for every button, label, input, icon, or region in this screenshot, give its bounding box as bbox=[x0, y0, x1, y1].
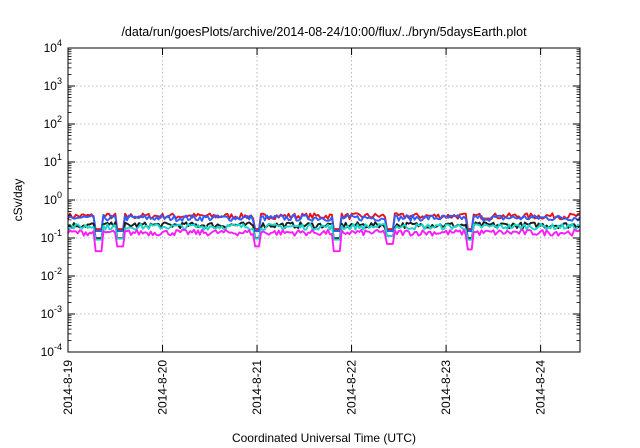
y-tick-exponent: 2 bbox=[57, 114, 62, 124]
y-tick-base: 10 bbox=[41, 345, 55, 359]
series-line bbox=[67, 212, 581, 231]
x-tick-label: 2014-8-22 bbox=[345, 360, 359, 415]
y-tick-base: 10 bbox=[41, 307, 55, 321]
y-tick-label: 10-2 bbox=[41, 266, 62, 283]
y-tick-base: 10 bbox=[41, 231, 55, 245]
y-tick-label: 102 bbox=[44, 114, 62, 131]
x-tick-label: 2014-8-23 bbox=[439, 360, 453, 415]
x-tick-label: 2014-8-20 bbox=[156, 360, 170, 415]
x-axis-label: Coordinated Universal Time (UTC) bbox=[232, 431, 416, 445]
y-tick-exponent: 3 bbox=[57, 76, 62, 86]
x-tick-label: 2014-8-19 bbox=[61, 360, 75, 415]
y-tick-base: 10 bbox=[44, 193, 58, 207]
y-tick-label: 10-3 bbox=[41, 304, 62, 321]
grid bbox=[68, 48, 580, 352]
y-tick-base: 10 bbox=[44, 79, 58, 93]
y-tick-base: 10 bbox=[44, 155, 58, 169]
series-line bbox=[67, 228, 581, 253]
x-tick-labels: 2014-8-19 2014-8-20 2014-8-21 2014-8-22 2014… bbox=[61, 360, 548, 415]
y-tick-exponent: -3 bbox=[54, 304, 62, 314]
x-tick-label: 2014-8-24 bbox=[534, 360, 548, 415]
y-axis-label: cSv/day bbox=[11, 179, 25, 222]
y-tick-base: 10 bbox=[41, 269, 55, 283]
y-tick-label: 103 bbox=[44, 76, 62, 93]
y-tick-label: 100 bbox=[44, 190, 62, 207]
y-tick-label: 101 bbox=[44, 152, 62, 169]
y-tick-exponent: 4 bbox=[57, 38, 62, 48]
ticks bbox=[67, 47, 580, 353]
y-tick-label: 10-1 bbox=[41, 228, 62, 245]
y-tick-exponent: 0 bbox=[57, 190, 62, 200]
y-tick-base: 10 bbox=[44, 117, 58, 131]
y-tick-exponent: -2 bbox=[54, 266, 62, 276]
y-tick-label: 10-4 bbox=[41, 342, 62, 359]
y-tick-label: 104 bbox=[44, 38, 62, 55]
y-tick-base: 10 bbox=[44, 41, 58, 55]
y-tick-exponent: -1 bbox=[54, 228, 62, 238]
x-tick-label: 2014-8-21 bbox=[250, 360, 264, 415]
series-layer bbox=[67, 212, 581, 253]
series-line bbox=[67, 214, 581, 232]
y-tick-exponent: -4 bbox=[54, 342, 62, 352]
chart-title: /data/run/goesPlots/archive/2014-08-24/1… bbox=[121, 25, 527, 39]
series-line bbox=[67, 222, 581, 241]
y-tick-exponent: 1 bbox=[57, 152, 62, 162]
